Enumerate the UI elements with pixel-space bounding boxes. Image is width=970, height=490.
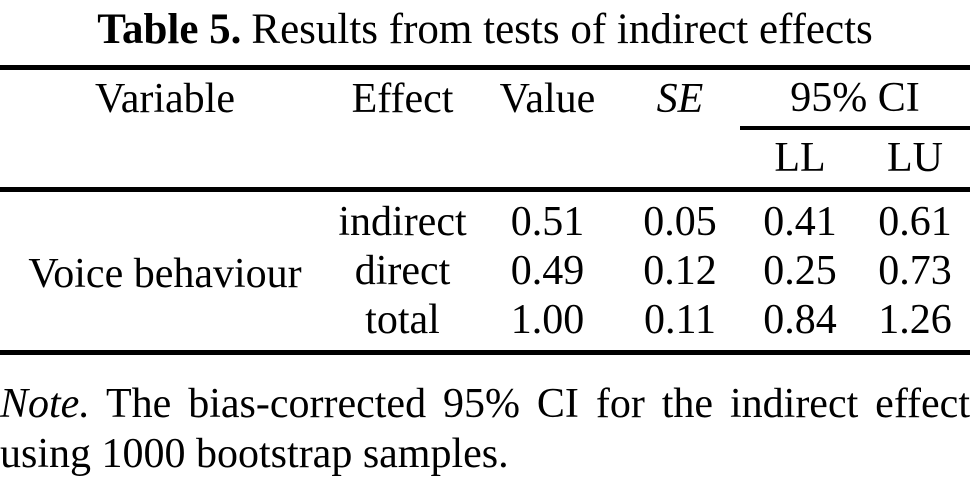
note-label: Note. — [0, 381, 90, 427]
lu-cell: 0.73 — [878, 248, 952, 294]
col-header-lu: LU — [860, 127, 970, 192]
value-cell: 0.49 — [510, 248, 585, 294]
effect-cell: total — [365, 297, 440, 343]
effect-cell: direct — [354, 248, 451, 294]
value-cell: 0.51 — [510, 199, 585, 245]
note-text: The bias-corrected 95% CI for the indire… — [106, 381, 970, 427]
se-cell: 0.05 — [643, 199, 717, 245]
results-table: Variable Effect Value SE 95% CI LL LU Vo… — [0, 65, 970, 355]
spacer-cell — [475, 127, 620, 192]
col-header-effect: Effect — [351, 75, 454, 122]
ll-cell: 0.84 — [763, 297, 837, 343]
note-line-2: using 1000 bootstrap samples. — [0, 431, 509, 477]
spacer-cell — [620, 127, 740, 192]
col-header-variable: Variable — [95, 75, 235, 122]
spacer-cell — [0, 127, 330, 192]
table-caption-text: Results from tests of indirect effects — [251, 6, 873, 53]
lu-cell: 0.61 — [878, 199, 952, 245]
variable-cell: Voice behaviour — [28, 251, 302, 297]
table-note: Note. The bias-corrected 95% CI for the … — [0, 379, 970, 479]
ll-cell: 0.25 — [763, 248, 837, 294]
lu-cell: 1.26 — [878, 297, 952, 343]
se-cell: 0.12 — [643, 248, 717, 294]
table-caption: Table 5. Results from tests of indirect e… — [0, 0, 970, 56]
spacer-cell — [330, 127, 475, 192]
effect-cell: indirect — [338, 199, 467, 245]
ll-cell: 0.41 — [763, 199, 837, 245]
table-row-indirect: Voice behaviour indirect 0.51 0.05 0.41 … — [0, 190, 970, 297]
se-cell: 0.11 — [644, 297, 716, 343]
note-line-1: Note. The bias-corrected 95% CI for the … — [0, 379, 970, 429]
header-row: Variable Effect Value SE 95% CI — [0, 67, 970, 130]
col-header-value: Value — [499, 75, 596, 122]
col-header-ci: 95% CI — [740, 67, 970, 130]
table-row-direct: direct 0.49 0.12 0.25 0.73 — [0, 246, 970, 296]
table-row-total: total 1.00 0.11 0.84 1.26 — [0, 296, 970, 353]
ci-subheader-row: LL LU — [0, 127, 970, 192]
table-number-label: Table 5. — [97, 6, 242, 53]
col-header-ll: LL — [740, 127, 860, 192]
value-cell: 1.00 — [510, 297, 585, 343]
col-header-se: SE — [656, 75, 704, 122]
